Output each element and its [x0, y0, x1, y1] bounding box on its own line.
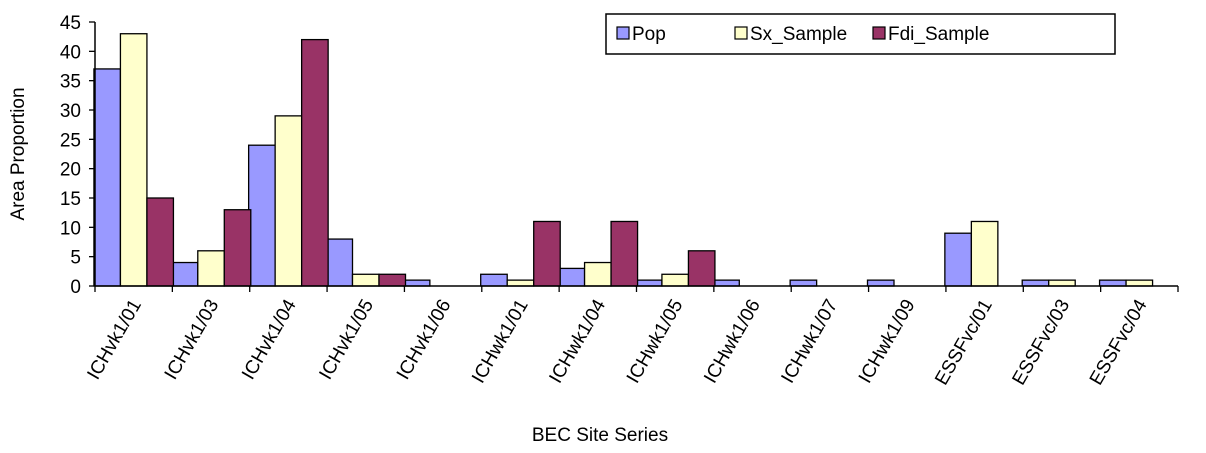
y-tick-label: 35 — [60, 72, 81, 93]
x-tick-label: ESSFvc/03 — [1009, 296, 1075, 389]
bar-fdi-sample-1 — [146, 197, 175, 287]
bar-pop-8 — [634, 279, 663, 287]
x-tick-label: ICHwk1/05 — [623, 296, 688, 387]
legend-items: Pop Sx_Sample Fdi_Sample — [616, 24, 989, 45]
bar-sx-sample-3 — [274, 115, 303, 287]
bars-layer — [93, 33, 1154, 287]
bar-pop-4 — [325, 238, 354, 287]
bar-pop-12 — [944, 232, 973, 287]
bar-sx-sample-1 — [119, 33, 148, 287]
bar-sx-sample-14 — [1125, 279, 1154, 287]
bar-pop-6 — [480, 273, 508, 287]
legend-swatch-sx-sample — [734, 26, 748, 40]
x-tick-label: ICHwk1/01 — [468, 296, 533, 387]
legend: Pop Sx_Sample Fdi_Sample — [605, 13, 1116, 55]
y-tick-label: 10 — [60, 218, 81, 239]
x-tick-label: ICHvk1/05 — [316, 296, 379, 383]
y-tick-label: 40 — [60, 42, 81, 63]
bar-fdi-sample-3 — [300, 38, 329, 287]
x-tick-label: ICHwk1/07 — [778, 296, 843, 387]
bar-pop-5 — [402, 279, 431, 287]
legend-box — [605, 13, 1116, 55]
bar-fdi-sample-4 — [378, 273, 407, 287]
bar-fdi-sample-6 — [533, 220, 561, 287]
bar-sx-sample-6 — [506, 279, 535, 287]
x-axis-title: BEC Site Series — [532, 425, 668, 446]
bar-pop-11 — [866, 279, 895, 287]
y-axis-title: Area Proportion — [8, 87, 29, 220]
legend-swatch-fdi-sample — [872, 26, 886, 40]
bar-pop-7 — [557, 267, 586, 287]
bar-fdi-sample-7 — [610, 220, 639, 287]
legend-swatch-pop — [616, 26, 630, 40]
bar-pop-14 — [1098, 279, 1127, 287]
legend-label-fdi-sample: Fdi_Sample — [888, 24, 989, 45]
bar-sx-sample-12 — [970, 220, 999, 287]
x-tick-label: ICHvk1/04 — [238, 296, 301, 384]
x-tick-label: ESSFvc/01 — [931, 296, 997, 389]
bar-pop-9 — [712, 279, 740, 287]
bar-pop-13 — [1021, 279, 1050, 287]
legend-label-sx-sample: Sx_Sample — [750, 24, 847, 45]
x-tick-label: ICHwk1/09 — [855, 296, 920, 387]
y-tick-label: 5 — [70, 248, 81, 269]
bar-sx-sample-13 — [1048, 279, 1076, 287]
bar-fdi-sample-8 — [687, 250, 716, 287]
y-tick-label: 0 — [70, 277, 81, 298]
bar-pop-1 — [93, 68, 122, 287]
y-tick-label: 30 — [60, 101, 81, 122]
bar-sx-sample-7 — [583, 261, 612, 287]
bar-fdi-sample-2 — [223, 209, 252, 287]
y-tick-label: 45 — [60, 13, 81, 34]
x-tick-label: ICHwk1/06 — [700, 296, 765, 387]
bar-pop-2 — [170, 261, 199, 287]
y-tick-label: 15 — [60, 189, 81, 210]
x-tick-label: ICHvk1/03 — [161, 296, 224, 383]
y-tick-label: 20 — [60, 160, 81, 181]
x-tick-label: ICHvk1/06 — [393, 296, 456, 383]
bar-sx-sample-2 — [197, 250, 225, 287]
bar-pop-10 — [789, 279, 818, 287]
x-tick-label: ICHvk1/01 — [83, 296, 146, 383]
x-ticks-layer: ICHvk1/01 ICHvk1/03 ICHvk1/04 ICHvk1/05 ICHv… — [83, 286, 1179, 389]
y-tick-label: 25 — [60, 130, 81, 151]
x-tick-label: ESSFvc/04 — [1086, 296, 1152, 389]
bar-pop-3 — [247, 144, 276, 287]
x-tick-label: ICHwk1/04 — [546, 296, 611, 387]
y-ticks-layer: 0 5 10 15 20 25 30 35 40 45 — [60, 13, 95, 298]
bar-sx-sample-4 — [351, 273, 380, 287]
legend-label-pop: Pop — [632, 24, 666, 45]
bar-sx-sample-8 — [661, 273, 690, 287]
